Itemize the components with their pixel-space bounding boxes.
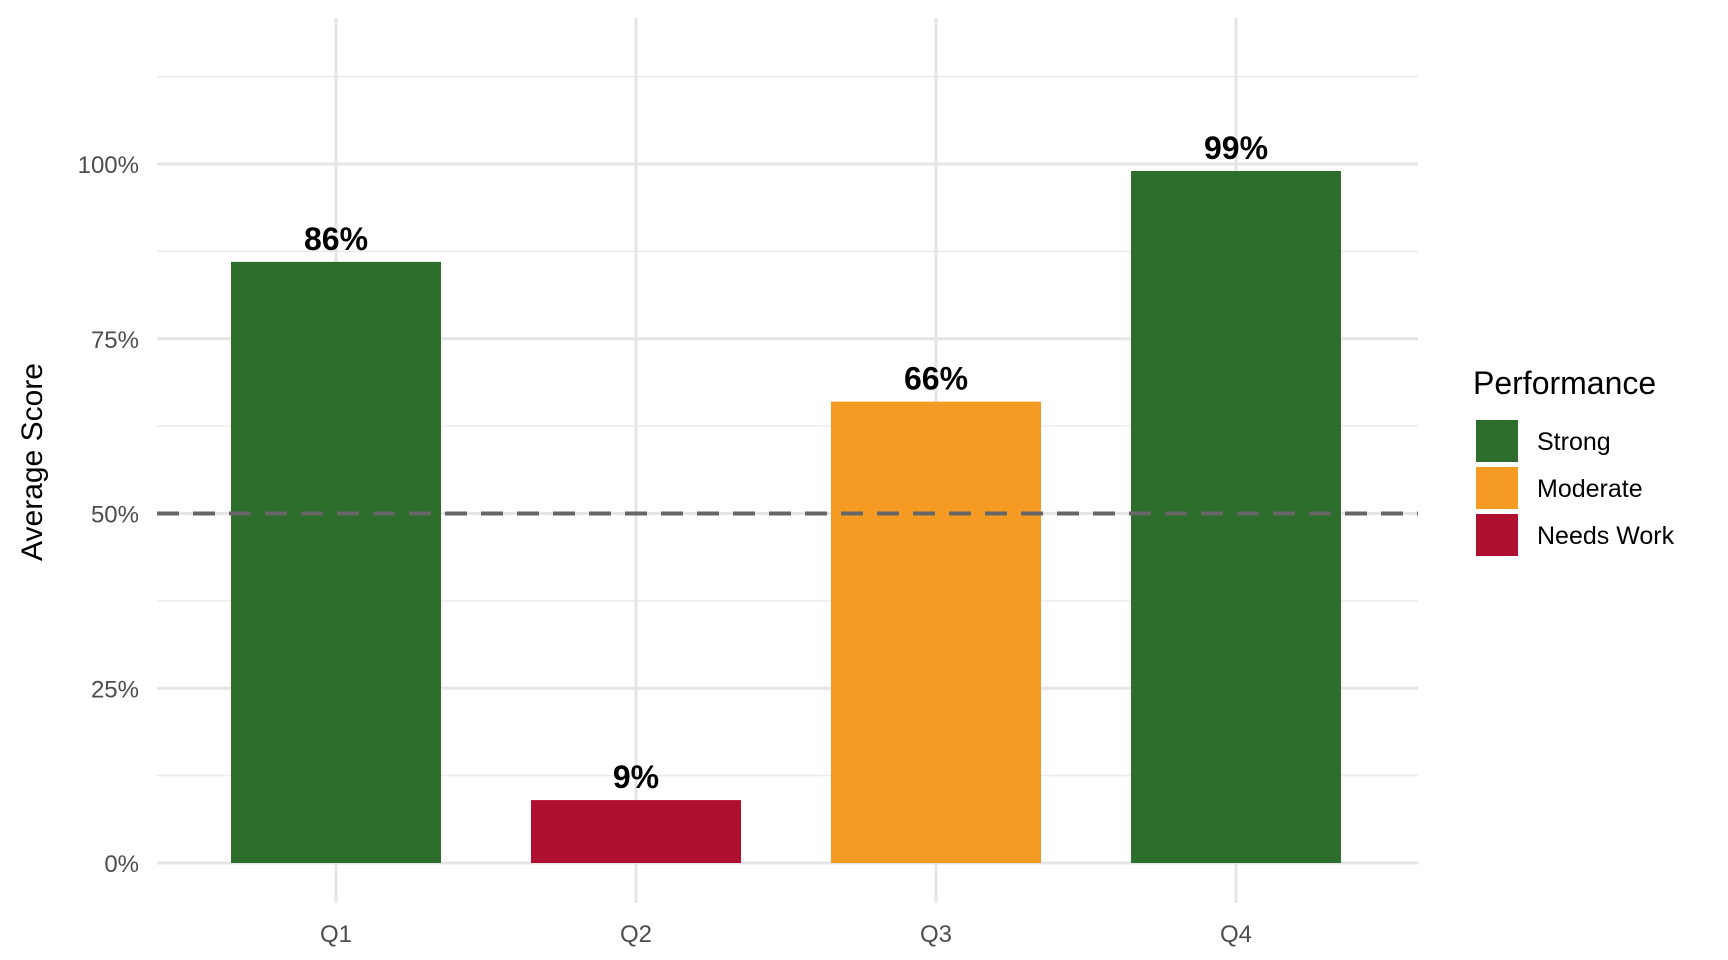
legend-title: Performance	[1473, 365, 1656, 401]
legend-entries: Strong Moderate Needs Work	[1476, 420, 1675, 556]
y-axis-title: Average Score	[16, 363, 49, 561]
y-tick-label: 25%	[91, 676, 139, 703]
legend-label: Strong	[1537, 428, 1611, 456]
legend: Performance Strong Moderate Needs Work	[1473, 365, 1675, 556]
legend-label: Moderate	[1537, 475, 1643, 503]
legend-swatch-moderate	[1476, 467, 1518, 509]
x-tick-label: Q1	[320, 921, 352, 948]
bar-q2	[531, 800, 741, 863]
legend-label: Needs Work	[1537, 522, 1675, 550]
bar-q4	[1131, 170, 1341, 864]
y-tick-label: 75%	[91, 327, 139, 354]
data-label-q3: 66%	[904, 361, 968, 397]
bar-q1	[231, 261, 441, 863]
y-tick-label: 50%	[91, 502, 139, 529]
x-tick-label: Q3	[920, 921, 952, 948]
bars	[231, 170, 1341, 864]
data-labels: 86% 9% 66% 99%	[304, 130, 1268, 795]
x-tick-label: Q2	[620, 921, 652, 948]
x-axis: Q1 Q2 Q3 Q4	[320, 921, 1252, 948]
y-tick-label: 0%	[104, 851, 139, 878]
bar-q3	[831, 401, 1041, 863]
y-tick-label: 100%	[78, 152, 139, 179]
legend-swatch-needs-work	[1476, 514, 1518, 556]
data-label-q4: 99%	[1204, 130, 1268, 166]
y-axis: 0% 25% 50% 75% 100%	[78, 152, 139, 878]
data-label-q2: 9%	[613, 759, 659, 795]
x-tick-label: Q4	[1220, 921, 1252, 948]
data-label-q1: 86%	[304, 221, 368, 257]
legend-swatch-strong	[1476, 420, 1518, 462]
